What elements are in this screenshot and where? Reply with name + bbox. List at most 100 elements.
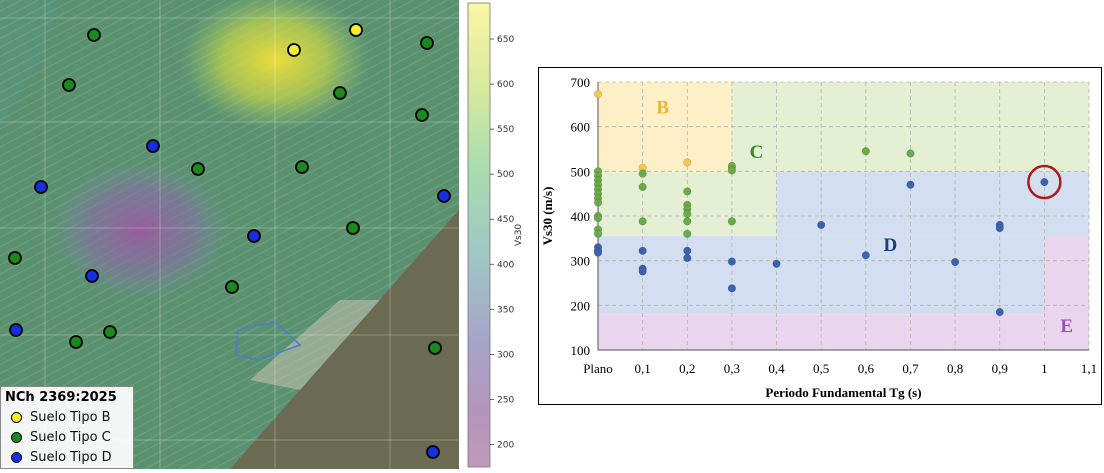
- x-axis-label: Periodo Fundamental Tg (s): [765, 385, 921, 400]
- legend-marker-icon: [11, 431, 22, 443]
- colorbar-tick-label: 450: [497, 215, 514, 225]
- survey-point-marker: [62, 78, 76, 92]
- x-tick-label: 0,6: [858, 361, 875, 376]
- survey-point-marker: [247, 229, 261, 243]
- highlight-circle: [1027, 164, 1062, 200]
- data-point-series-1: [683, 187, 692, 196]
- survey-point-marker: [85, 269, 99, 283]
- data-point-series-1: [727, 166, 736, 175]
- zone-label: E: [1060, 316, 1073, 337]
- data-point-series-1: [683, 229, 692, 238]
- data-point-series-2: [593, 248, 603, 257]
- x-tick-label: 0,3: [724, 361, 740, 376]
- vs30-colorbar: 650 600 550 500 450 400 350 300 250 200 Vs30: [459, 0, 539, 469]
- data-point-series-2: [683, 253, 692, 263]
- data-point-series-2: [638, 267, 647, 276]
- data-point-series-1: [683, 209, 692, 218]
- data-point-series-1: [593, 198, 603, 207]
- survey-point-marker: [9, 323, 23, 337]
- data-point-series-2: [995, 224, 1004, 233]
- colorbar-tick-label: 350: [497, 305, 514, 315]
- survey-point-marker: [349, 23, 363, 37]
- legend-item-label: Suelo Tipo C: [30, 429, 111, 445]
- survey-point-marker: [420, 36, 434, 50]
- colorbar-tick-label: 250: [497, 395, 514, 405]
- data-point-series-2: [995, 307, 1004, 317]
- data-point-series-1: [683, 217, 692, 226]
- data-point-series-2: [906, 180, 915, 189]
- chart-canvas: 100 200 300 400 500 600 700 Plano 0,1 0,2 0,3 0,4 0,…: [540, 75, 1098, 400]
- x-tick-label: 0,5: [813, 361, 829, 376]
- survey-points: [8, 23, 451, 459]
- x-tick-label: 0,2: [679, 361, 695, 376]
- survey-point-marker: [69, 335, 83, 349]
- survey-point-marker: [8, 251, 22, 265]
- legend-item: Suelo Tipo C: [5, 427, 129, 447]
- zone-label: C: [750, 142, 764, 163]
- data-point-series-0: [593, 90, 603, 99]
- map-canvas: [0, 0, 459, 470]
- legend-items: Suelo Tipo B Suelo Tipo C Suelo Tipo D: [5, 407, 129, 467]
- high-vs30-zone: [180, 0, 370, 130]
- data-point-series-2: [951, 257, 960, 267]
- survey-point-marker: [146, 139, 160, 153]
- zone-d-region: [598, 236, 1089, 315]
- vs30-map: NCh 2369:2025 Suelo Tipo B Suelo Tipo C Su…: [0, 0, 459, 470]
- survey-point-marker: [426, 445, 440, 459]
- data-point-series-2: [638, 246, 647, 255]
- colorbar-ticks: 650 600 550 500 450 400 350 300 250 200: [490, 35, 514, 450]
- colorbar-canvas: 650 600 550 500 450 400 350 300 250 200 Vs30: [467, 2, 524, 468]
- data-point-series-1: [638, 169, 647, 178]
- colorbar-tick-label: 650: [497, 35, 514, 45]
- y-tick-label: 300: [571, 254, 591, 269]
- survey-point-marker: [415, 108, 429, 122]
- x-tick-label: 0,4: [768, 361, 785, 376]
- zone-e-region: [598, 314, 1089, 350]
- survey-point-marker: [34, 180, 48, 194]
- chart-axes: 100 200 300 400 500 600 700 Plano 0,1 0,2 0,3 0,4 0,…: [571, 75, 1098, 376]
- y-tick-label: 200: [571, 298, 591, 313]
- y-tick-label: 100: [571, 343, 591, 358]
- zone-labels: B C D E: [656, 97, 1073, 337]
- zone-label: B: [656, 97, 669, 118]
- data-point-series-2: [817, 220, 826, 229]
- survey-point-marker: [333, 86, 347, 100]
- legend-marker-icon: [11, 411, 22, 423]
- data-point-series-2: [727, 284, 736, 293]
- x-tick-label: 0,9: [992, 361, 1008, 376]
- colorbar-tick-label: 600: [497, 80, 514, 90]
- x-tick-label: 0,8: [947, 361, 963, 376]
- data-point-series-1: [638, 182, 647, 192]
- x-tick-label: Plano: [583, 361, 613, 376]
- zone-d-region: [776, 171, 1089, 237]
- data-point-series-2: [1040, 178, 1049, 187]
- data-point-series-1: [593, 229, 603, 238]
- legend-item: Suelo Tipo B: [5, 407, 129, 427]
- map-legend: NCh 2369:2025 Suelo Tipo B Suelo Tipo C Su…: [0, 386, 134, 469]
- survey-point-marker: [287, 43, 301, 57]
- data-point-series-1: [593, 214, 603, 223]
- y-tick-label: 600: [571, 120, 591, 135]
- legend-title: NCh 2369:2025: [5, 390, 117, 405]
- legend-item-label: Suelo Tipo D: [30, 449, 112, 465]
- y-tick-label: 700: [571, 75, 591, 90]
- legend-marker-icon: [11, 451, 22, 463]
- colorbar-label: Vs30: [514, 224, 524, 247]
- zone-label: D: [884, 235, 898, 256]
- y-tick-label: 500: [571, 164, 591, 179]
- data-point-series-2: [683, 246, 692, 255]
- data-point-series-2: [772, 259, 781, 268]
- survey-point-marker: [295, 160, 309, 174]
- colorbar-gradient: [467, 2, 491, 468]
- colorbar-tick-label: 550: [497, 125, 514, 135]
- colorbar-tick-label: 500: [497, 170, 514, 180]
- survey-point-marker: [225, 280, 239, 294]
- y-axis-label: Vs30 (m/s): [540, 187, 555, 246]
- zone-e-region: [1044, 236, 1089, 315]
- survey-point-marker: [103, 325, 117, 339]
- data-point-series-0: [683, 158, 692, 167]
- survey-point-marker: [191, 162, 205, 176]
- colorbar-tick-label: 200: [497, 440, 514, 450]
- data-point-series-1: [638, 217, 647, 226]
- x-tick-label: 1,1: [1081, 361, 1097, 376]
